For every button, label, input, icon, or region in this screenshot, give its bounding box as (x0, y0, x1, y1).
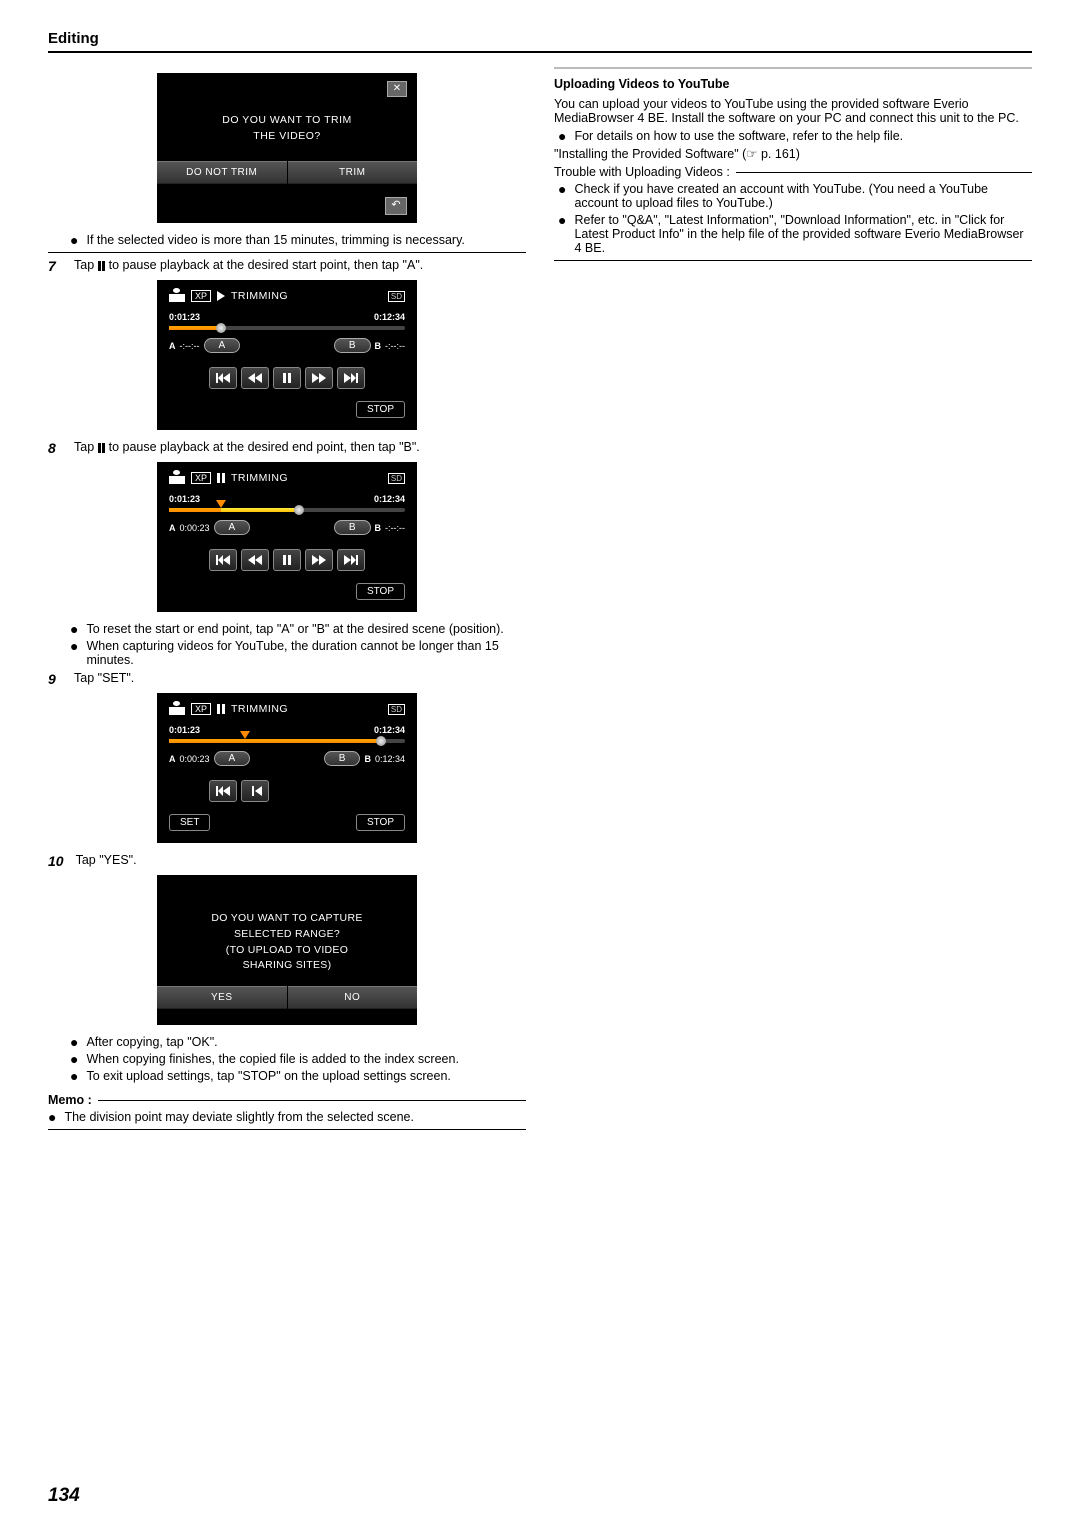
player-step7: XP TRIMMING SD 0:01:230:12:34 A-:--:-- A… (157, 280, 417, 430)
sd-badge: SD (388, 704, 405, 715)
bullet-item: ●Check if you have created an account wi… (558, 182, 1032, 210)
prev-icon[interactable] (209, 780, 237, 802)
page-number: 134 (48, 1485, 80, 1507)
set-button[interactable]: SET (169, 814, 210, 831)
forward-icon[interactable] (305, 367, 333, 389)
video-icon (169, 703, 185, 715)
prev-icon[interactable] (209, 367, 237, 389)
player-step9: XP TRIMMING SD 0:01:230:12:34 A0:00:23 A… (157, 693, 417, 843)
memo-header: Memo : (48, 1093, 526, 1107)
sd-badge: SD (388, 473, 405, 484)
player-title: TRIMMING (231, 290, 288, 302)
back-icon[interactable]: ↶ (385, 197, 407, 215)
seekbar[interactable] (169, 508, 405, 512)
rewind-icon[interactable] (241, 549, 269, 571)
a-button[interactable]: A (214, 520, 251, 535)
pause-button[interactable] (273, 367, 301, 389)
right-column: Uploading Videos to YouTube You can uplo… (554, 67, 1032, 1135)
pause-button[interactable] (273, 549, 301, 571)
step-back-icon[interactable] (241, 780, 269, 802)
player-step8: XP TRIMMING SD 0:01:230:12:34 A0:00:23 A (157, 462, 417, 612)
page-header: Editing (48, 30, 1032, 53)
paragraph: You can upload your videos to YouTube us… (554, 97, 1032, 125)
xp-badge: XP (191, 472, 211, 484)
stop-button[interactable]: STOP (356, 401, 405, 418)
a-button[interactable]: A (204, 338, 241, 353)
no-button[interactable]: NO (288, 986, 418, 1009)
do-not-trim-button[interactable]: DO NOT TRIM (157, 161, 287, 184)
a-button[interactable]: A (214, 751, 251, 766)
forward-icon[interactable] (305, 549, 333, 571)
dialog-text: DO YOU WANT TO CAPTURE SELECTED RANGE? (… (169, 885, 405, 986)
xp-badge: XP (191, 290, 211, 302)
bullet-item: ●If the selected video is more than 15 m… (70, 233, 526, 247)
bullet-item: ●To exit upload settings, tap "STOP" on … (70, 1069, 526, 1083)
stop-button[interactable]: STOP (356, 583, 405, 600)
video-icon (169, 472, 185, 484)
b-button[interactable]: B (324, 751, 361, 766)
yes-button[interactable]: YES (157, 986, 287, 1009)
bullet-item: ●To reset the start or end point, tap "A… (70, 622, 526, 636)
b-button[interactable]: B (334, 520, 371, 535)
seekbar[interactable] (169, 326, 405, 330)
prev-icon[interactable] (209, 549, 237, 571)
step-8: 8 Tap to pause playback at the desired e… (48, 440, 526, 456)
b-button[interactable]: B (334, 338, 371, 353)
play-icon (217, 291, 225, 301)
step-10: 10 Tap "YES". (48, 853, 526, 869)
bullet-item: ●When copying finishes, the copied file … (70, 1052, 526, 1066)
dialog-trim-question: ✕ DO YOU WANT TO TRIM THE VIDEO? DO NOT … (157, 73, 417, 223)
player-title: TRIMMING (231, 703, 288, 715)
pause-icon (217, 704, 225, 714)
left-column: ✕ DO YOU WANT TO TRIM THE VIDEO? DO NOT … (48, 67, 526, 1135)
bullet-item: ●After copying, tap "OK". (70, 1035, 526, 1049)
trim-button[interactable]: TRIM (288, 161, 418, 184)
next-icon[interactable] (337, 549, 365, 571)
subsection-header: Trouble with Uploading Videos : (554, 165, 1032, 179)
step-7: 7 Tap to pause playback at the desired s… (48, 258, 526, 274)
xp-badge: XP (191, 703, 211, 715)
dialog-capture-question: DO YOU WANT TO CAPTURE SELECTED RANGE? (… (157, 875, 417, 1025)
pause-icon (217, 473, 225, 483)
dialog-text: DO YOU WANT TO TRIM THE VIDEO? (169, 83, 405, 161)
link-text: "Installing the Provided Software" (☞ p.… (554, 146, 1032, 161)
stop-button[interactable]: STOP (356, 814, 405, 831)
sd-badge: SD (388, 291, 405, 302)
step-9: 9 Tap "SET". (48, 671, 526, 687)
seekbar[interactable] (169, 739, 405, 743)
section-title: Uploading Videos to YouTube (554, 77, 1032, 93)
memo-bullet: ●The division point may deviate slightly… (48, 1110, 526, 1124)
bullet-item: ●Refer to "Q&A", "Latest Information", "… (558, 213, 1032, 255)
video-icon (169, 290, 185, 302)
player-title: TRIMMING (231, 472, 288, 484)
bullet-item: ●For details on how to use the software,… (558, 129, 1032, 143)
close-icon[interactable]: ✕ (387, 81, 407, 97)
bullet-item: ●When capturing videos for YouTube, the … (70, 639, 526, 667)
rewind-icon[interactable] (241, 367, 269, 389)
next-icon[interactable] (337, 367, 365, 389)
